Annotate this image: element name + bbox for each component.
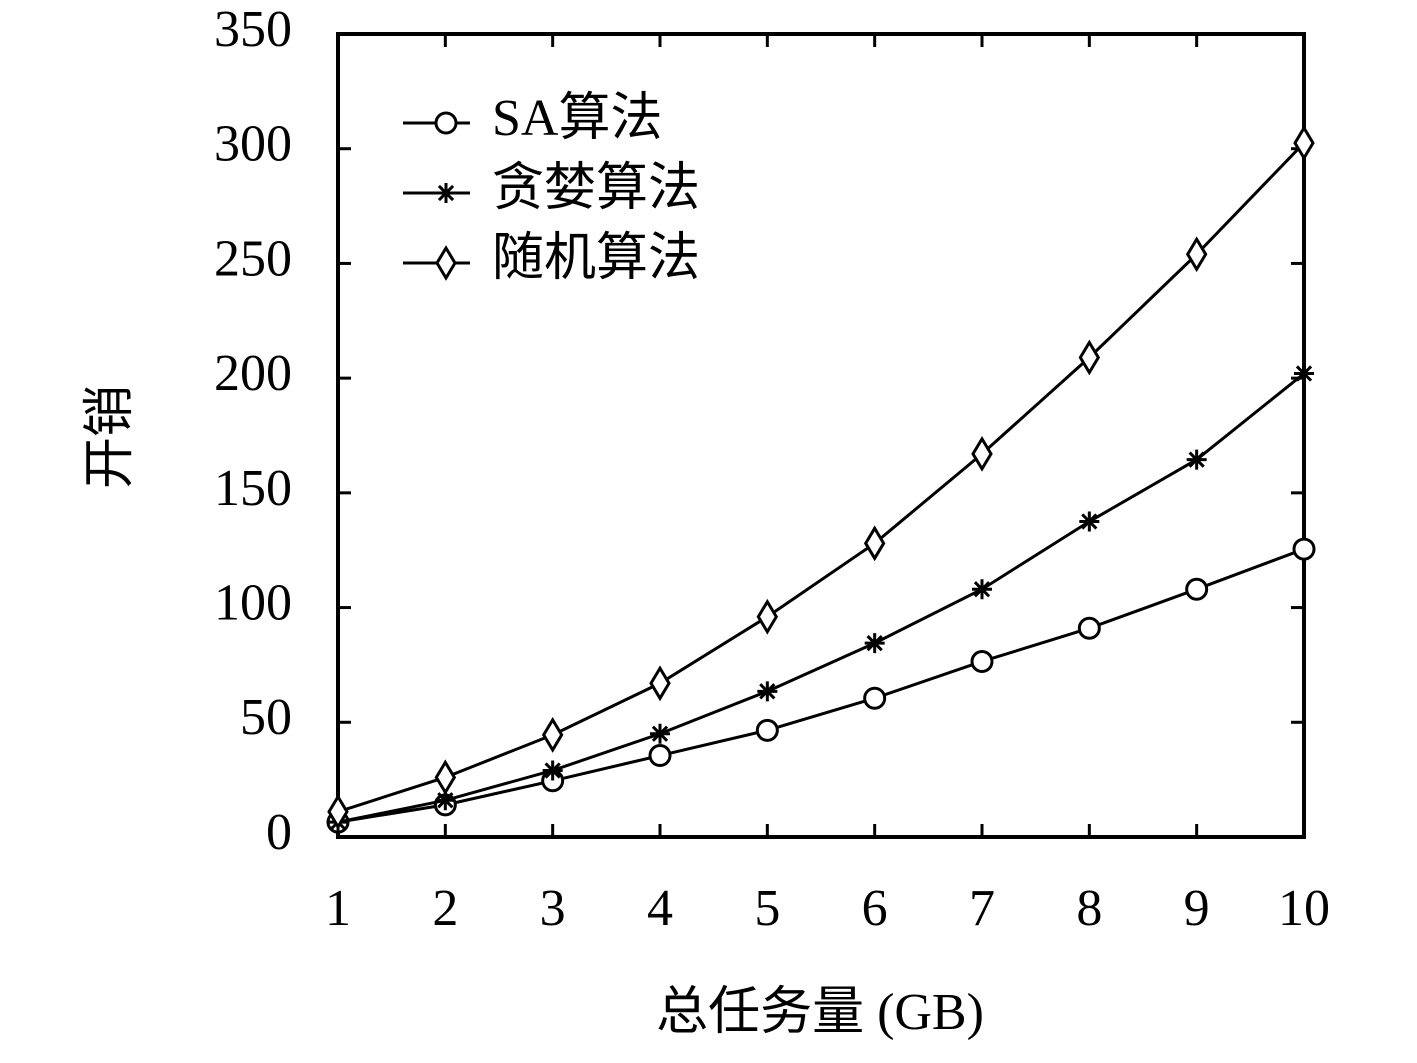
point xyxy=(542,760,563,781)
x-tick-label: 8 xyxy=(1076,880,1102,937)
series-line xyxy=(337,141,1306,814)
point xyxy=(972,579,992,600)
point xyxy=(1185,577,1209,601)
point xyxy=(1293,125,1315,161)
legend-label: 随机算法 xyxy=(492,230,700,287)
point xyxy=(650,723,670,744)
plot-frame xyxy=(336,32,1306,839)
x-tick-label: 7 xyxy=(969,880,995,937)
point xyxy=(863,686,887,710)
point xyxy=(541,716,564,753)
legend-marker xyxy=(435,245,457,281)
x-axis-label: 总任务量 (GB) xyxy=(656,984,984,1041)
x-tick-label: 1 xyxy=(325,880,351,937)
y-tick-label: 200 xyxy=(214,345,292,402)
y-tick-label: 150 xyxy=(214,460,292,517)
point xyxy=(864,633,885,654)
x-tick-label: 9 xyxy=(1184,880,1210,937)
point xyxy=(434,759,457,796)
x-tick-label: 6 xyxy=(862,880,888,937)
point xyxy=(1077,616,1101,640)
point xyxy=(755,718,779,742)
point xyxy=(971,435,993,472)
point xyxy=(1186,449,1207,470)
point xyxy=(1079,511,1100,532)
legend-label: SA算法 xyxy=(492,90,662,147)
point xyxy=(435,790,456,811)
y-tick-label: 300 xyxy=(214,116,292,173)
series-line xyxy=(337,547,1305,824)
x-tick-label: 2 xyxy=(432,880,458,937)
point xyxy=(648,744,672,768)
point xyxy=(327,793,349,830)
y-tick-label: 100 xyxy=(214,575,292,632)
x-tick-label: 4 xyxy=(647,880,673,937)
point xyxy=(649,665,671,702)
point xyxy=(863,525,886,562)
point xyxy=(1292,537,1316,561)
x-tick-label: 5 xyxy=(754,880,780,937)
legend-marker xyxy=(434,111,458,135)
y-tick-label: 50 xyxy=(240,689,292,746)
point xyxy=(1294,363,1314,384)
point xyxy=(756,598,779,635)
point xyxy=(757,681,778,702)
x-tick-label: 3 xyxy=(540,880,566,937)
x-tick-label: 10 xyxy=(1278,880,1330,937)
y-tick-label: 350 xyxy=(214,1,292,58)
point xyxy=(1185,236,1208,273)
legend-marker xyxy=(436,183,456,203)
point xyxy=(1078,339,1101,376)
point xyxy=(970,649,994,673)
series-line xyxy=(337,372,1305,824)
legend-label: 贪婪算法 xyxy=(492,160,700,217)
y-tick-label: 250 xyxy=(214,230,292,287)
y-axis-label: 开销 xyxy=(82,385,139,489)
y-tick-label: 0 xyxy=(266,804,292,861)
